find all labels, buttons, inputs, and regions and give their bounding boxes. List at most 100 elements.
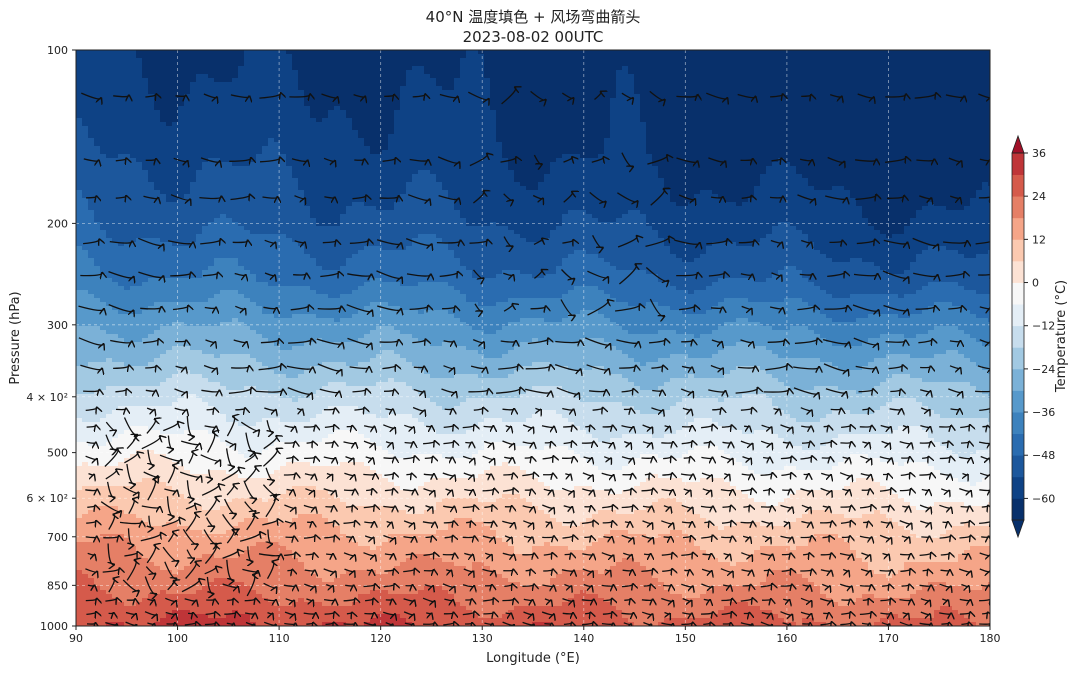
temperature-cell [736, 130, 743, 135]
temperature-cell [280, 146, 287, 151]
temperature-cell [310, 66, 317, 71]
temperature-cell [268, 118, 275, 123]
temperature-cell [952, 146, 959, 151]
temperature-cell [850, 146, 857, 151]
temperature-cell [502, 146, 509, 151]
temperature-cell [310, 170, 317, 175]
temperature-cell [514, 142, 521, 147]
temperature-cell [598, 178, 605, 183]
temperature-cell [208, 166, 215, 171]
temperature-cell [358, 50, 365, 55]
temperature-cell [346, 134, 353, 139]
temperature-cell [238, 134, 245, 139]
temperature-cell [592, 150, 599, 155]
temperature-cell [748, 118, 755, 123]
temperature-cell [550, 118, 557, 123]
temperature-cell [694, 58, 701, 63]
temperature-cell [778, 146, 785, 151]
temperature-cell [550, 54, 557, 59]
temperature-cell [418, 174, 425, 179]
temperature-cell [442, 122, 449, 127]
temperature-cell [976, 58, 983, 63]
temperature-cell [262, 134, 269, 139]
temperature-cell [418, 114, 425, 119]
temperature-cell [148, 82, 155, 87]
temperature-cell [646, 82, 653, 87]
temperature-cell [76, 90, 83, 95]
temperature-cell [814, 162, 821, 167]
temperature-cell [790, 166, 797, 171]
temperature-cell [430, 58, 437, 63]
temperature-cell [694, 130, 701, 135]
temperature-cell [82, 142, 89, 147]
temperature-cell [748, 174, 755, 179]
temperature-cell [238, 170, 245, 175]
temperature-cell [886, 146, 893, 151]
temperature-cell [706, 90, 713, 95]
temperature-cell [700, 66, 707, 71]
temperature-cell [172, 166, 179, 171]
temperature-cell [940, 82, 947, 87]
temperature-cell [88, 142, 95, 147]
temperature-cell [250, 130, 257, 135]
temperature-cell [100, 118, 107, 123]
temperature-cell [100, 146, 107, 151]
temperature-cell [634, 138, 641, 143]
temperature-cell [328, 114, 335, 119]
temperature-cell [364, 82, 371, 87]
temperature-cell [754, 62, 761, 67]
temperature-cell [100, 114, 107, 119]
temperature-cell [640, 50, 647, 55]
temperature-cell [556, 138, 563, 143]
temperature-cell [796, 174, 803, 179]
temperature-cell [292, 86, 299, 91]
temperature-cell [730, 86, 737, 91]
temperature-cell [646, 74, 653, 79]
temperature-cell [844, 162, 851, 167]
temperature-cell [976, 118, 983, 123]
temperature-cell [394, 170, 401, 175]
temperature-cell [472, 54, 479, 59]
temperature-cell [808, 98, 815, 103]
temperature-cell [850, 70, 857, 75]
temperature-cell [916, 134, 923, 139]
temperature-cell [616, 142, 623, 147]
temperature-cell [670, 78, 677, 83]
temperature-cell [244, 98, 251, 103]
temperature-cell [478, 154, 485, 159]
temperature-cell [220, 58, 227, 63]
temperature-cell [376, 118, 383, 123]
temperature-cell [544, 170, 551, 175]
temperature-cell [430, 142, 437, 147]
temperature-cell [250, 170, 257, 175]
temperature-cell [484, 78, 491, 83]
temperature-cell [424, 138, 431, 143]
temperature-cell [706, 102, 713, 107]
temperature-cell [964, 110, 971, 115]
temperature-cell [766, 114, 773, 119]
temperature-cell [346, 118, 353, 123]
temperature-cell [496, 70, 503, 75]
temperature-cell [970, 118, 977, 123]
temperature-cell [784, 90, 791, 95]
temperature-cell [190, 110, 197, 115]
temperature-cell [412, 166, 419, 171]
temperature-cell [310, 166, 317, 171]
temperature-cell [976, 110, 983, 115]
temperature-cell [940, 106, 947, 111]
temperature-cell [442, 174, 449, 179]
temperature-cell [496, 134, 503, 139]
temperature-cell [760, 158, 767, 163]
temperature-cell [76, 126, 83, 131]
temperature-cell [454, 142, 461, 147]
temperature-cell [676, 58, 683, 63]
temperature-cell [718, 54, 725, 59]
temperature-cell [418, 98, 425, 103]
temperature-cell [514, 166, 521, 171]
temperature-cell [844, 58, 851, 63]
temperature-cell [652, 82, 659, 87]
temperature-cell [508, 154, 515, 159]
temperature-cell [244, 134, 251, 139]
temperature-cell [304, 130, 311, 135]
temperature-cell [880, 170, 887, 175]
